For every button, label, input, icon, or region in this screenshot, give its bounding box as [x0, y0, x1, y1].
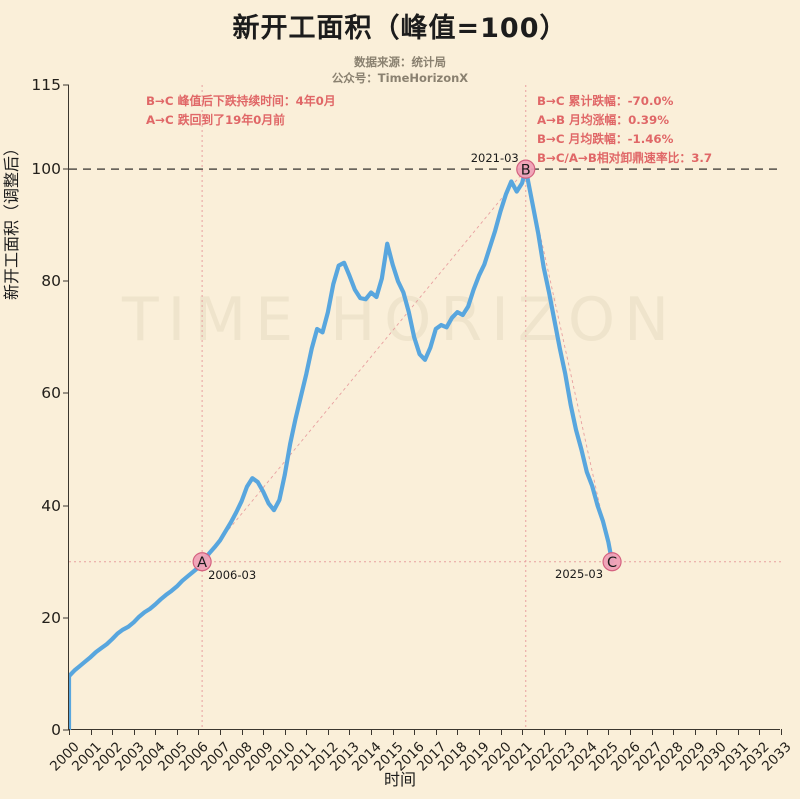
- x-tick-mark: [781, 729, 782, 735]
- x-tick-mark: [543, 729, 545, 735]
- x-tick-mark: [586, 729, 588, 735]
- x-tick-mark: [608, 729, 610, 735]
- x-tick-mark: [759, 729, 761, 735]
- annotation-left: B→C 峰值后下跌持续时间：4年0月 A→C 跌回到了19年0月前: [146, 92, 336, 130]
- x-tick-mark: [673, 729, 675, 735]
- x-tick-mark: [176, 729, 178, 735]
- marker-group-A[interactable]: A: [192, 552, 212, 572]
- x-tick-mark: [349, 729, 351, 735]
- chart-canvas: A B C: [69, 85, 781, 730]
- x-tick-mark: [112, 729, 114, 735]
- annotation-line: B→C 累计跌幅：-70.0%: [537, 94, 674, 108]
- annotation-right: B→C 累计跌幅：-70.0% A→B 月均涨幅：0.39% B→C 月均跌幅：-1…: [537, 92, 712, 168]
- y-tick-mark: [63, 505, 69, 507]
- x-tick-mark: [500, 729, 502, 735]
- x-tick-mark: [306, 729, 308, 735]
- marker-dot-A: [192, 552, 212, 572]
- x-tick-mark: [651, 729, 653, 735]
- y-tick-label: 0: [51, 721, 61, 739]
- account-line: 公众号：TimeHorizonX: [331, 71, 469, 85]
- data-source-line: 数据来源：统计局: [354, 55, 446, 69]
- x-tick-mark: [69, 729, 70, 735]
- y-tick-label: 115: [31, 76, 61, 94]
- marker-group-B[interactable]: B: [516, 159, 536, 179]
- x-tick-mark: [457, 729, 459, 735]
- marker-dot-B: [516, 159, 536, 179]
- x-tick-mark: [198, 729, 200, 735]
- x-tick-mark: [392, 729, 394, 735]
- x-tick-mark: [716, 729, 718, 735]
- y-tick-mark: [63, 392, 69, 394]
- y-tick-mark: [63, 729, 69, 731]
- y-tick-label: 40: [41, 496, 61, 515]
- y-tick-mark: [63, 280, 69, 282]
- y-tick-label: 100: [31, 160, 61, 179]
- x-tick-mark: [220, 729, 222, 735]
- series-line: [69, 167, 615, 679]
- x-tick-mark: [133, 729, 135, 735]
- x-tick-mark: [478, 729, 480, 735]
- x-tick-mark: [435, 729, 437, 735]
- y-tick-label: 60: [41, 384, 61, 403]
- marker-group-C[interactable]: C: [602, 552, 622, 572]
- annotation-line: A→B 月均涨幅：0.39%: [537, 113, 670, 128]
- x-tick-mark: [155, 729, 157, 735]
- x-tick-mark: [694, 729, 696, 735]
- guide-segment: [201, 168, 527, 563]
- y-tick-mark: [63, 168, 69, 170]
- marker-dot-C: [602, 552, 622, 572]
- plot-area: A B C 2006-03 2021-03 2025-03 0 20 40 60 80 100 115…: [31, 76, 794, 775]
- y-tick-mark: [63, 84, 69, 86]
- x-tick-mark: [241, 729, 243, 735]
- marker-date-label-B: 2021-03: [470, 151, 519, 166]
- marker-letter-A: A: [197, 555, 207, 571]
- marker-date-label-C: 2025-03: [555, 566, 604, 581]
- y-tick-label: 20: [41, 608, 61, 627]
- annotation-line: B→C 峰值后下跌持续时间：4年0月: [146, 94, 336, 108]
- x-tick-mark: [565, 729, 567, 735]
- x-tick-mark: [737, 729, 739, 735]
- x-tick-mark: [263, 729, 265, 735]
- chart-title: 新开工面积（峰值=100）: [232, 13, 568, 44]
- marker-date-label-A: 2006-03: [208, 567, 257, 582]
- marker-letter-C: C: [607, 555, 617, 571]
- annotation-line: A→C 跌回到了19年0月前: [146, 113, 285, 128]
- x-tick-mark: [90, 729, 92, 735]
- x-tick-mark: [284, 729, 286, 735]
- annotation-line: B→C 月均跌幅：-1.46%: [537, 132, 674, 147]
- x-tick-mark: [327, 729, 329, 735]
- x-tick-mark: [629, 729, 631, 735]
- y-tick-label: 80: [41, 272, 61, 291]
- x-tick-mark: [522, 729, 524, 735]
- x-axis-title: 时间: [383, 770, 416, 789]
- marker-letter-B: B: [521, 163, 531, 179]
- annotation-line: B→C/A→B相对卸鼎速率比：3.7: [537, 151, 713, 166]
- x-tick-mark: [371, 729, 373, 735]
- x-tick-mark: [414, 729, 416, 735]
- y-tick-mark: [63, 617, 69, 619]
